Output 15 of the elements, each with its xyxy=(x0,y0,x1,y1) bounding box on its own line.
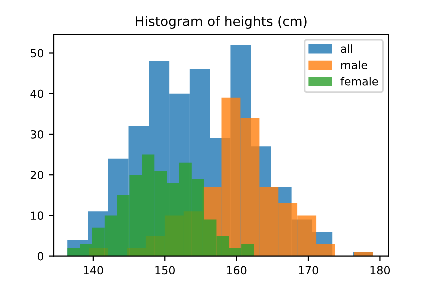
legend-label: all xyxy=(341,44,352,54)
x-tick-label: 170 xyxy=(299,266,318,275)
x-tick-label: 160 xyxy=(227,266,247,275)
chart-title: Histogram of heights (cm) xyxy=(136,16,307,29)
x-tick-label: 140 xyxy=(84,266,104,275)
y-tick-label: 20 xyxy=(30,171,44,180)
legend-label: male xyxy=(342,60,368,70)
y-tick-label: 30 xyxy=(30,130,44,139)
y-tick-label: 0 xyxy=(38,252,44,261)
y-tick-label: 10 xyxy=(31,212,44,220)
y-tick-label: 40 xyxy=(30,90,44,98)
legend-label: female xyxy=(340,77,378,86)
x-tick-label: 180 xyxy=(370,266,390,275)
x-tick-label: 150 xyxy=(156,266,175,275)
y-tick-label: 50 xyxy=(30,49,44,58)
